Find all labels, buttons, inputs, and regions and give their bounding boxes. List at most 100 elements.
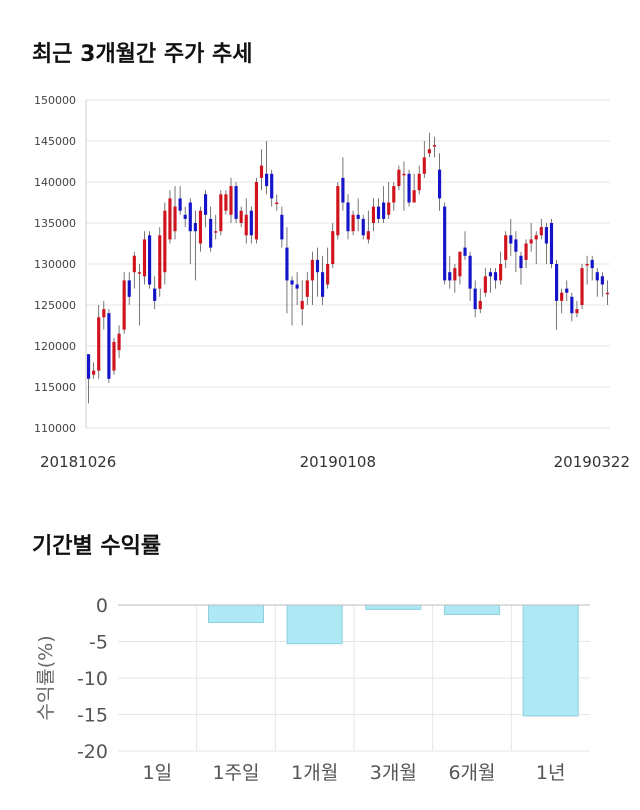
candle-body	[275, 202, 279, 204]
candle-body	[468, 255, 472, 289]
candle-body	[290, 280, 294, 285]
x-tick-label: 20190322	[554, 453, 630, 471]
candle-body	[92, 370, 96, 375]
candle-body	[203, 194, 208, 215]
x-tick-label: 1년	[536, 762, 566, 784]
candle-body	[229, 186, 233, 215]
candle-body	[209, 218, 213, 248]
candle-body	[478, 300, 482, 310]
candle-body	[376, 206, 381, 219]
candle-body	[331, 231, 335, 264]
candle-body	[214, 231, 218, 233]
candle-body	[137, 272, 141, 274]
candle-body	[270, 173, 274, 199]
candle-body	[422, 157, 426, 174]
candle-body	[249, 210, 253, 236]
candle-body	[534, 235, 538, 240]
candle-body	[280, 214, 284, 240]
candle-body	[112, 341, 116, 371]
candle-body	[565, 288, 569, 293]
candle-body	[448, 272, 452, 281]
candle-body	[107, 313, 111, 379]
candle-body	[473, 288, 477, 310]
candle-body	[483, 276, 487, 293]
x-tick-label: 3개월	[370, 762, 417, 784]
candle-body	[254, 182, 259, 240]
candle-body	[198, 210, 203, 244]
candle-body	[142, 239, 147, 277]
candle-body	[148, 235, 152, 285]
candle-body	[173, 206, 177, 232]
candle-body	[524, 243, 528, 260]
y-tick-label: 120000	[34, 340, 76, 353]
candle-body	[555, 264, 559, 301]
candle-body	[310, 259, 314, 281]
candle-body	[244, 214, 248, 236]
candle-body	[356, 214, 360, 219]
candle-body	[178, 198, 182, 211]
candle-body	[239, 210, 243, 223]
candle-body	[295, 284, 299, 289]
return-bar	[286, 604, 343, 645]
candle-body	[371, 206, 376, 223]
return-bar	[522, 604, 579, 717]
candle-body	[585, 264, 589, 266]
candle-body	[432, 145, 437, 147]
candle-body	[544, 227, 548, 244]
candle-body	[549, 223, 554, 264]
candle-body	[86, 354, 91, 379]
x-tick-label: 1일	[143, 762, 173, 784]
candle-body	[453, 268, 457, 281]
candle-body	[219, 194, 223, 232]
candle-body	[97, 317, 101, 371]
candle-body	[122, 280, 126, 330]
candle-body	[509, 235, 513, 244]
candle-body	[300, 300, 304, 310]
candle-body	[392, 186, 396, 203]
candle-body	[234, 186, 238, 219]
candle-body	[427, 149, 431, 154]
candle-body	[575, 309, 579, 314]
candle-body	[183, 214, 187, 219]
x-tick-label: 20190108	[300, 453, 376, 471]
return-bar	[443, 604, 501, 615]
candle-body	[407, 173, 411, 203]
candle-body	[590, 259, 594, 269]
candle-body	[560, 292, 564, 301]
candle-body	[305, 280, 309, 297]
candle-body	[117, 333, 121, 351]
candle-body	[163, 210, 167, 273]
candle-body	[600, 276, 604, 285]
candle-body	[168, 198, 172, 240]
candle-body	[102, 309, 106, 318]
candle-body	[193, 223, 197, 232]
candle-body	[259, 165, 264, 178]
candle-body	[366, 231, 370, 240]
candle-body	[570, 296, 574, 314]
candle-body	[224, 194, 228, 211]
candle-body	[346, 202, 350, 232]
y-tick-label: -5	[89, 632, 108, 654]
candle-body	[265, 173, 269, 187]
y-tick-label: 130000	[34, 258, 76, 271]
candle-body	[595, 272, 599, 281]
candle-body	[382, 202, 386, 219]
y-tick-label: 125000	[34, 299, 76, 312]
candle-body	[315, 259, 320, 273]
candle-body	[499, 264, 503, 281]
y-tick-label: 140000	[34, 176, 76, 189]
candle-body	[326, 264, 330, 285]
candle-body	[529, 239, 533, 244]
candle-body	[351, 214, 355, 232]
candle-body	[127, 280, 131, 297]
candlestick-chart: 150000 145000 140000 135000 130000 125000 1200…	[34, 94, 630, 471]
candle-body	[412, 190, 416, 203]
candle-body	[387, 202, 391, 215]
y-axis-label: 수익률(%)	[35, 635, 57, 720]
candle-body	[514, 239, 518, 252]
candle-body	[519, 255, 523, 269]
x-tick-label: 1주일	[212, 762, 259, 784]
candle-body	[504, 235, 508, 260]
candle-body	[397, 169, 401, 187]
